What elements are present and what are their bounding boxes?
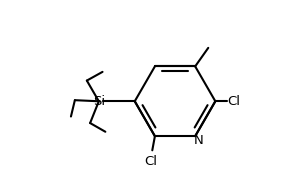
Text: N: N bbox=[194, 134, 204, 147]
Text: Si: Si bbox=[93, 95, 105, 108]
Text: Cl: Cl bbox=[228, 95, 241, 108]
Text: Cl: Cl bbox=[145, 155, 158, 168]
